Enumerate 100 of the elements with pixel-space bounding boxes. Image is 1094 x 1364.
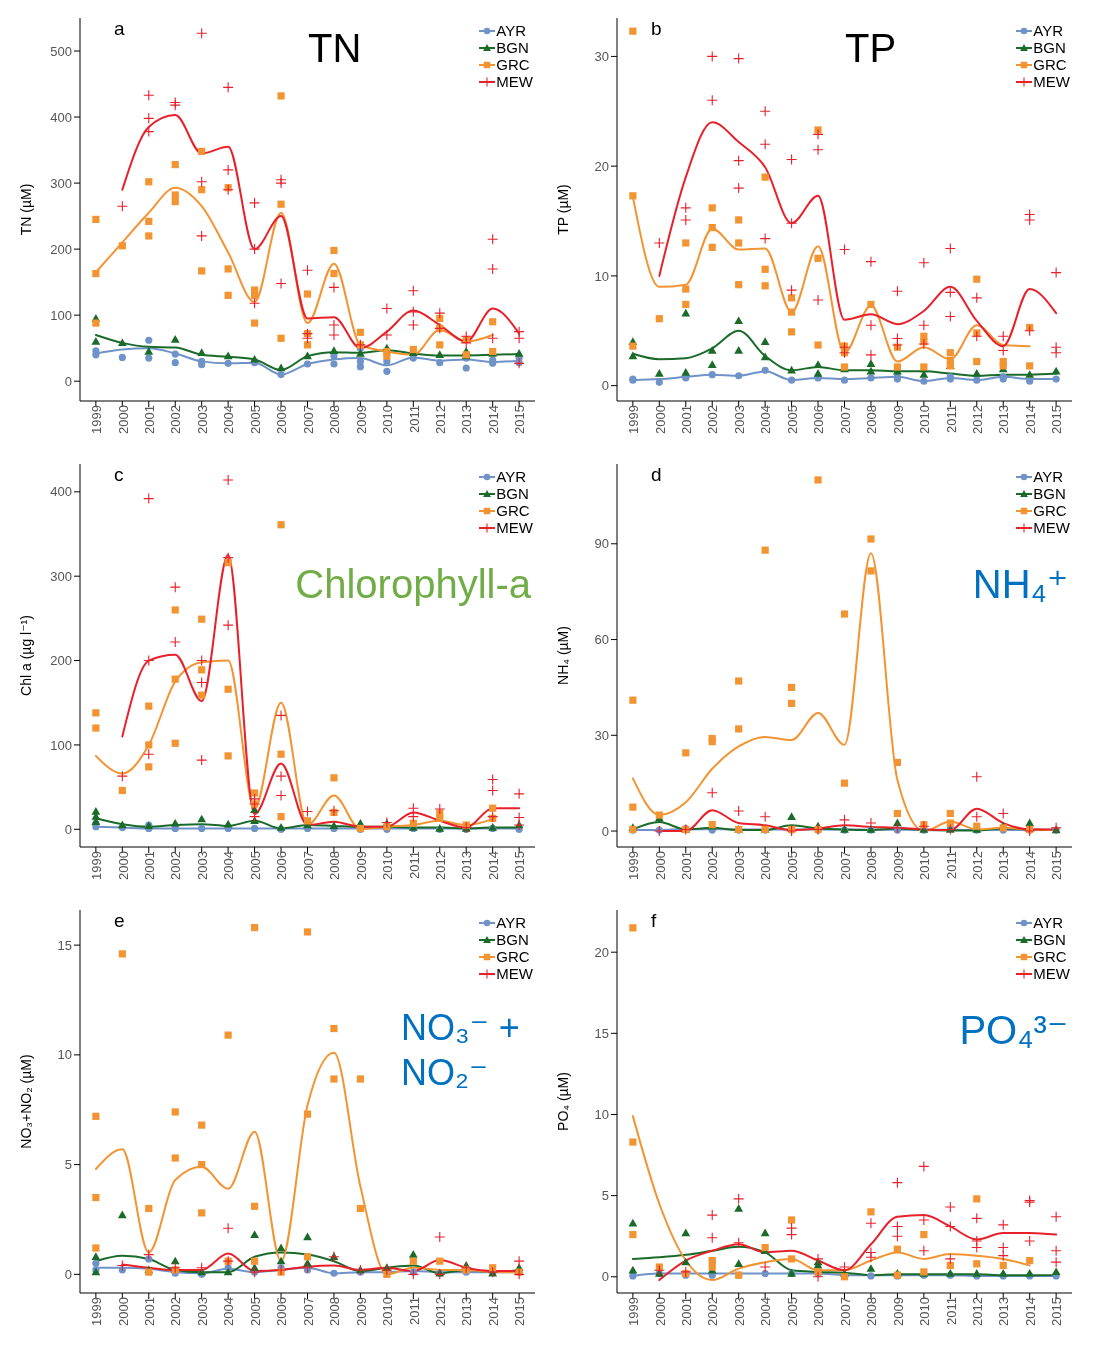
x-tick-label: 2012 xyxy=(433,1297,448,1326)
legend-label: BGN xyxy=(1033,39,1066,56)
legend-label: MEW xyxy=(1033,519,1070,536)
x-tick-label: 2004 xyxy=(221,1297,237,1326)
text: NH₄⁺ xyxy=(972,561,1068,608)
x-tick-label: 2005 xyxy=(247,1297,263,1326)
x-tick-label: 2003 xyxy=(194,1297,210,1326)
x-tick-label: 2011 xyxy=(406,405,422,433)
legend-label: AYR xyxy=(1033,914,1064,931)
y-tick-label: 0 xyxy=(64,1266,72,1282)
y-tick-label: 0 xyxy=(601,378,609,394)
x-tick-label: 1999 xyxy=(89,405,105,434)
x-tick-label: 2009 xyxy=(890,1297,906,1326)
legend-label: BGN xyxy=(496,485,529,502)
y-tick-label: 0 xyxy=(601,1269,609,1285)
x-tick-label: 2003 xyxy=(731,1297,747,1326)
y-tick-label: 400 xyxy=(50,484,72,500)
y-tick-label: 30 xyxy=(594,727,609,743)
x-tick-label: 2003 xyxy=(731,851,747,880)
y-tick-label: 5 xyxy=(601,1188,609,1204)
x-tick-label: 2004 xyxy=(758,1297,774,1326)
x-tick-label: 2009 xyxy=(353,405,369,434)
x-tick-label: 2005 xyxy=(247,851,263,880)
x-tick-label: 1999 xyxy=(89,851,105,880)
x-tick-label: 2010 xyxy=(380,1297,396,1326)
x-tick-label: 2012 xyxy=(970,1297,985,1326)
x-tick-label: 2006 xyxy=(811,851,827,880)
x-tick-label: 2006 xyxy=(811,1297,827,1326)
x-tick-label: 2013 xyxy=(459,405,475,434)
x-tick-label: 2015 xyxy=(1049,405,1065,434)
x-tick-label: 2009 xyxy=(353,1297,369,1326)
legend-label: BGN xyxy=(496,931,529,948)
x-tick-label: 2009 xyxy=(890,851,906,880)
x-tick-label: 2000 xyxy=(115,405,131,434)
annotation: d xyxy=(649,464,664,486)
y-tick-label: 30 xyxy=(594,49,609,65)
annotation: c xyxy=(112,464,126,486)
y-tick-label: 200 xyxy=(50,653,72,669)
x-tick-label: 1999 xyxy=(626,851,642,880)
x-tick-label: 2015 xyxy=(512,405,528,434)
x-tick-label: 2002 xyxy=(705,851,721,880)
x-tick-label: 2007 xyxy=(300,405,316,434)
x-tick-label: 2007 xyxy=(300,1297,316,1326)
y-tick-label: 15 xyxy=(57,937,72,953)
x-tick-label: 2006 xyxy=(811,405,827,434)
x-tick-label: 2008 xyxy=(864,405,880,434)
y-tick-label: 20 xyxy=(594,944,609,960)
y-axis-title: PO₄ (µM) xyxy=(554,1072,571,1131)
x-tick-label: 2010 xyxy=(380,851,396,880)
y-axis-title: NO₃+NO₂ (µM) xyxy=(17,1054,34,1149)
legend-label: MEW xyxy=(496,519,533,536)
x-tick-label: 2004 xyxy=(221,405,237,434)
x-tick-label: 2001 xyxy=(142,851,158,880)
y-tick-label: 300 xyxy=(50,175,72,191)
legend-label: AYR xyxy=(1033,468,1064,485)
x-tick-label: 2000 xyxy=(652,1297,668,1326)
x-tick-label: 2000 xyxy=(652,405,668,434)
x-tick-label: 2002 xyxy=(168,405,184,434)
y-tick-label: 20 xyxy=(594,158,609,174)
x-tick-label: 2001 xyxy=(679,1297,695,1326)
y-axis-title: Chl a (µg l⁻¹) xyxy=(17,615,34,696)
y-axis-title: TP (µM) xyxy=(554,184,571,235)
x-tick-label: 2001 xyxy=(679,405,695,434)
y-tick-label: 10 xyxy=(594,268,609,284)
x-tick-label: 2013 xyxy=(996,1297,1012,1326)
x-tick-label: 2005 xyxy=(784,851,800,880)
x-tick-label: 2000 xyxy=(115,1297,131,1326)
annotation: f xyxy=(649,910,659,932)
x-tick-label: 2003 xyxy=(194,405,210,434)
y-tick-label: 0 xyxy=(601,823,609,839)
y-tick-label: 100 xyxy=(50,307,72,323)
x-tick-label: 2000 xyxy=(652,851,668,880)
x-tick-label: 2003 xyxy=(194,851,210,880)
x-tick-label: 2009 xyxy=(890,405,906,434)
x-tick-label: 2002 xyxy=(168,1297,184,1326)
x-tick-label: 2013 xyxy=(459,851,475,880)
legend-label: GRC xyxy=(496,56,530,73)
x-tick-label: 2002 xyxy=(168,851,184,880)
x-tick-label: 2015 xyxy=(1049,851,1065,880)
x-tick-label: 2007 xyxy=(300,851,316,880)
y-tick-label: 400 xyxy=(50,109,72,125)
y-tick-label: 5 xyxy=(64,1157,72,1173)
legend-label: BGN xyxy=(496,39,529,56)
y-tick-label: 0 xyxy=(64,821,72,837)
legend-label: AYR xyxy=(496,914,527,931)
x-tick-label: 2015 xyxy=(512,851,528,880)
x-tick-label: 2007 xyxy=(837,851,853,880)
legend-label: AYR xyxy=(496,468,527,485)
x-tick-label: 2008 xyxy=(327,851,343,880)
x-tick-label: 2013 xyxy=(459,1297,475,1326)
x-tick-label: 2001 xyxy=(679,851,695,880)
x-tick-label: 2000 xyxy=(115,851,131,880)
x-tick-label: 2003 xyxy=(731,405,747,434)
x-tick-label: 2012 xyxy=(970,405,985,434)
legend-label: GRC xyxy=(496,948,530,965)
annotation: e xyxy=(112,910,127,932)
x-tick-label: 2001 xyxy=(142,405,158,434)
x-tick-label: 2014 xyxy=(485,405,501,434)
y-tick-label: 0 xyxy=(64,373,72,389)
legend-label: AYR xyxy=(496,22,527,39)
